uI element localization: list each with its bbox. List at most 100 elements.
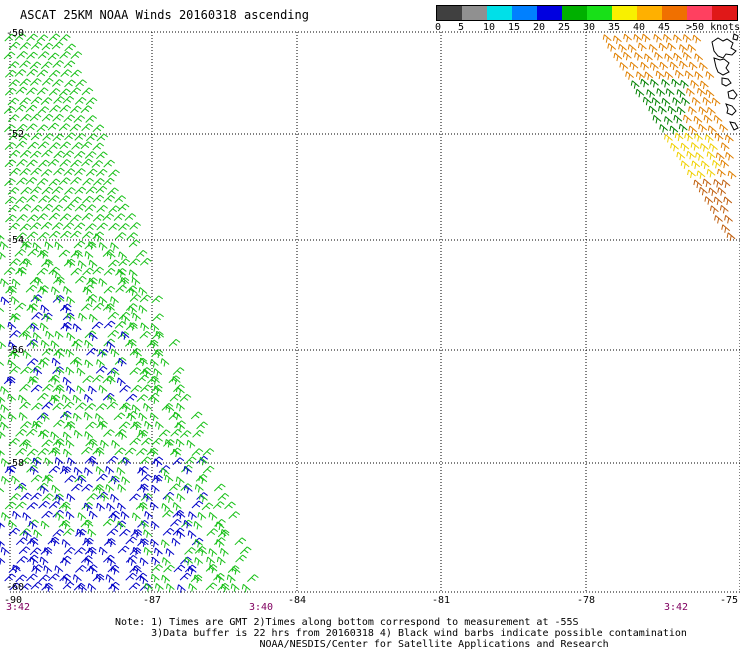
color-swatch	[687, 6, 712, 20]
wind-barb	[714, 132, 724, 142]
wind-barb	[58, 195, 71, 204]
wind-barb	[34, 277, 44, 286]
wind-barb	[140, 520, 149, 529]
wind-barb	[26, 573, 38, 582]
wind-barb	[70, 214, 82, 223]
wind-barb	[138, 429, 148, 439]
wind-barb	[61, 394, 71, 403]
wind-barb	[151, 295, 164, 304]
wind-barb	[713, 196, 723, 206]
wind-barb	[219, 547, 229, 557]
wind-barb	[52, 529, 65, 537]
wind-barb	[92, 214, 105, 222]
wind-barb	[659, 124, 669, 133]
wind-barb	[80, 105, 93, 114]
wind-barb	[84, 519, 94, 529]
wind-barb	[48, 33, 61, 42]
wind-barb	[179, 393, 192, 402]
wind-barb	[63, 546, 76, 555]
wind-barb	[655, 70, 665, 80]
wind-barb	[36, 249, 49, 258]
wind-barb	[682, 52, 692, 61]
wind-barb	[151, 556, 161, 566]
wind-barb	[10, 313, 20, 323]
time-label: 3:42	[664, 602, 688, 613]
wind-barb	[691, 97, 701, 106]
wind-barb	[51, 447, 61, 457]
wind-barb	[66, 259, 76, 268]
wind-barb	[661, 78, 671, 88]
wind-barb	[106, 341, 116, 350]
wind-barb	[87, 385, 97, 395]
wind-barb	[105, 465, 115, 475]
wind-barb	[673, 34, 682, 43]
wind-barb	[60, 69, 72, 78]
wind-barb	[215, 539, 225, 548]
lon-label: -90	[4, 595, 22, 606]
wind-barb	[194, 557, 204, 566]
wind-barb	[17, 267, 27, 277]
wind-barb	[681, 97, 690, 106]
wind-barb	[33, 367, 43, 376]
wind-barb	[201, 502, 214, 511]
wind-barb	[162, 527, 175, 536]
wind-barb	[168, 375, 181, 384]
wind-barb	[65, 511, 75, 520]
wind-barb	[139, 294, 152, 303]
wind-barb	[74, 186, 87, 195]
wind-barb	[40, 61, 53, 70]
wind-barb	[133, 529, 143, 538]
wind-barb	[131, 277, 141, 286]
wind-barb	[65, 348, 75, 358]
wind-barb	[3, 267, 16, 275]
wind-barb	[706, 151, 716, 160]
wind-barb	[94, 233, 104, 242]
wind-barb	[635, 88, 645, 98]
wind-barb	[172, 502, 182, 511]
wind-barb	[18, 329, 31, 338]
wind-barb	[120, 511, 130, 520]
wind-barb	[176, 510, 186, 520]
wind-barb	[53, 419, 65, 428]
wind-barb	[37, 51, 50, 59]
latitude-labels: -50 -52 -54 -56 -58 -60	[6, 28, 24, 593]
wind-barb	[48, 501, 61, 509]
wind-barb	[84, 151, 97, 159]
wind-barb	[674, 69, 684, 79]
wind-barb	[140, 322, 150, 331]
wind-barb	[15, 232, 27, 241]
wind-barb	[62, 95, 75, 104]
wind-barb	[82, 195, 94, 204]
wind-barb	[66, 385, 76, 394]
wind-barb	[671, 78, 681, 88]
wind-barb	[69, 105, 82, 114]
wind-barb	[96, 222, 108, 231]
wind-barb	[50, 537, 60, 547]
wind-barb	[61, 557, 71, 566]
wind-barb	[0, 522, 5, 530]
wind-barb	[19, 149, 32, 158]
wind-barb	[171, 376, 181, 385]
wind-barb	[80, 141, 93, 150]
map-grid	[9, 31, 740, 593]
wind-barb	[234, 537, 247, 546]
wind-barb	[30, 384, 43, 393]
wind-barb	[658, 42, 668, 52]
wind-barb	[652, 114, 662, 124]
wind-barb	[9, 365, 21, 374]
wind-barb	[70, 176, 82, 185]
wind-barb	[16, 158, 28, 167]
wind-barb	[686, 150, 696, 160]
wind-barb	[9, 167, 21, 176]
wind-barb	[150, 538, 159, 548]
wind-barb	[30, 132, 43, 141]
wind-barb	[4, 501, 17, 510]
wind-barb	[132, 546, 142, 556]
wind-barb	[7, 97, 20, 106]
wind-barb	[658, 105, 667, 115]
wind-barb	[51, 357, 61, 367]
time-label: 3:40	[249, 602, 273, 613]
wind-barb	[81, 87, 94, 96]
wind-barb	[114, 321, 127, 329]
wind-barb	[39, 430, 49, 440]
